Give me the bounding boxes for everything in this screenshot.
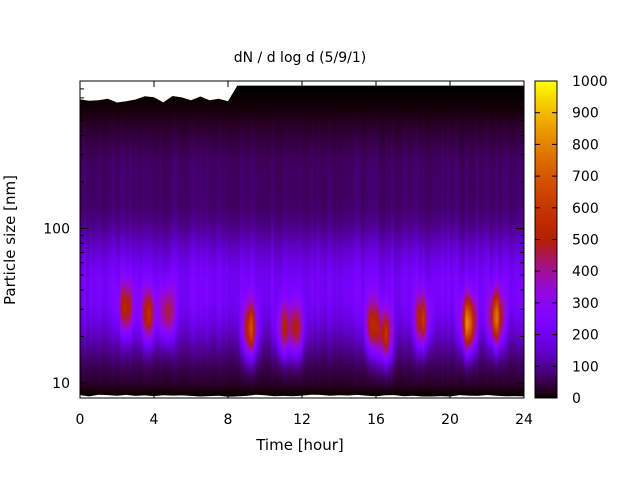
colorbar-tick-label: 400 [572,264,599,280]
y-axis-title: Particle size [nm] [1,175,19,305]
y-axis: 10 100 [43,80,524,399]
colorbar-tick-label: 800 [572,137,599,153]
colorbar-tick-label: 1000 [572,74,608,90]
y-tick-label: 10 [52,376,70,392]
y-tick-label: 100 [43,221,70,237]
x-tick-label: 20 [441,412,459,428]
colorbar-tick-label: 700 [572,169,599,185]
colorbar-tick-label: 500 [572,233,599,249]
colorbar-tick-label: 0 [572,391,581,407]
x-tick-label: 8 [224,412,233,428]
colorbar-gradient [535,81,557,398]
colorbar-tick-label: 900 [572,106,599,122]
colorbar-tick-label: 100 [572,359,599,375]
x-tick-label: 24 [515,412,533,428]
x-tick-label: 0 [76,412,85,428]
x-tick-label: 12 [293,412,311,428]
colorbar-tick-label: 300 [572,296,599,312]
top-data-edge [80,81,524,103]
x-axis: 0 4 8 12 16 20 24 [76,81,533,428]
colorbar-tick-label: 600 [572,201,599,217]
colorbar-tick-label: 200 [572,328,599,344]
x-axis-title: Time [hour] [255,436,344,454]
heatmap-image [80,81,524,398]
x-tick-label: 4 [150,412,159,428]
colorbar-axis: 0 100 200 300 400 500 600 700 800 900 1000 [535,74,608,407]
x-tick-label: 16 [367,412,385,428]
chart-title: dN / d log d (5/9/1) [234,50,367,66]
